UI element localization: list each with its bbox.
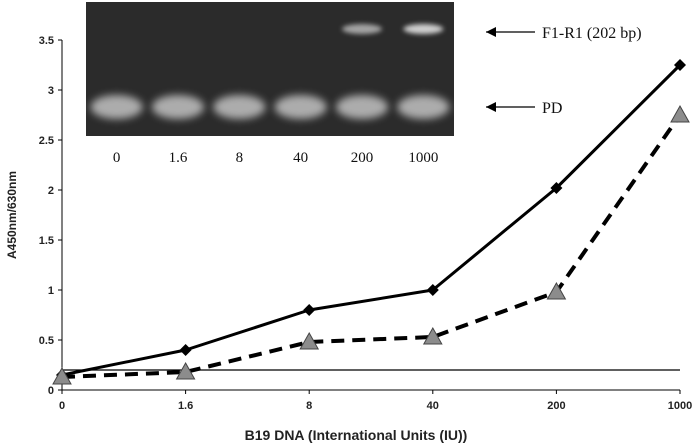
- x-tick-label: 200: [547, 400, 565, 412]
- axes: [61, 40, 680, 391]
- y-tick-label: 3.5: [39, 35, 54, 47]
- arrow-product-head: [486, 27, 496, 37]
- gel-lane-label: 0: [113, 150, 121, 166]
- y-tick-label: 1: [48, 285, 54, 297]
- gel-band-pd: [213, 95, 266, 119]
- triangle-point: [52, 366, 72, 385]
- x-ticks: 0 1.6 8 40 200 1000: [59, 390, 692, 412]
- gel-lane-label: 200: [351, 150, 374, 166]
- diamond-point: [674, 59, 686, 71]
- y-tick-label: 3: [48, 85, 54, 97]
- y-tick-label: 2.5: [39, 135, 54, 147]
- diamond-point: [179, 344, 192, 356]
- gel-lane-label: 1.6: [169, 150, 188, 166]
- gel-band-pd: [152, 95, 204, 119]
- gel-lane-labels: 0 1.6 8 40 200 1000: [113, 150, 438, 166]
- triangle-point: [670, 104, 690, 123]
- diamond-point: [550, 182, 563, 194]
- triangle-point: [546, 281, 567, 300]
- y-axis-title: A450nm/630nm: [5, 171, 19, 259]
- triangle-point: [422, 326, 443, 345]
- gel-band-product: [403, 24, 444, 34]
- x-tick-label: 40: [427, 400, 439, 412]
- x-tick-label: 8: [306, 400, 312, 412]
- gel-background: [86, 2, 454, 136]
- gel-band-pd: [274, 95, 327, 119]
- y-tick-label: 0: [48, 385, 54, 397]
- x-axis-title: B19 DNA (International Units (IU)): [245, 427, 468, 443]
- gel-lane-label: 8: [236, 150, 244, 166]
- y-ticks: 0 0.5 1 1.5 2 2.5 3 3.5: [39, 35, 62, 397]
- gel-band-product: [342, 24, 382, 34]
- series-solid-line: [61, 63, 682, 377]
- triangle-point: [175, 361, 196, 380]
- gel-lane-label: 40: [293, 150, 308, 166]
- annotation-pd: PD: [486, 100, 562, 117]
- annotation-product: F1-R1 (202 bp): [486, 25, 642, 42]
- gel-band-pd: [397, 95, 450, 119]
- annotation-product-label: F1-R1 (202 bp): [542, 25, 642, 42]
- x-tick-label: 0: [59, 400, 65, 412]
- series-group: [52, 59, 690, 385]
- arrow-pd-head: [486, 102, 496, 112]
- diamond-point: [303, 304, 316, 316]
- y-tick-label: 2: [48, 185, 54, 197]
- gel-inset: 0 1.6 8 40 200 1000 F1-R1 (202 bp) PD: [86, 2, 642, 166]
- gel-band-pd: [336, 95, 388, 119]
- gel-lane-label: 1000: [408, 150, 438, 166]
- triangle-point: [299, 331, 320, 350]
- y-tick-label: 0.5: [39, 335, 54, 347]
- x-tick-label: 1.6: [178, 400, 193, 412]
- x-tick-label: 1000: [668, 400, 692, 412]
- gel-band-pd: [90, 95, 143, 119]
- annotation-pd-label: PD: [542, 100, 562, 117]
- gel-bands: [90, 24, 450, 119]
- y-tick-label: 1.5: [39, 235, 54, 247]
- diamond-point: [426, 284, 439, 296]
